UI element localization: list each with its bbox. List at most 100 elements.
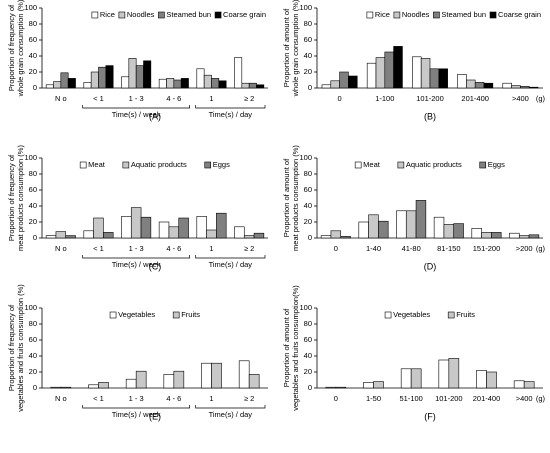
panel: 0 20 40 60 80 100 Proportion of amount of veget… xyxy=(282,285,546,422)
y-axis-label: whole grain consumption (%) xyxy=(291,0,300,97)
legend-label: Noodles xyxy=(127,10,155,19)
group-bracket xyxy=(195,255,266,259)
legend-swatch xyxy=(447,311,455,319)
bar xyxy=(98,382,109,389)
bar xyxy=(320,235,332,239)
bar xyxy=(128,58,137,89)
legend-swatch xyxy=(489,11,497,19)
panel-label: (A) xyxy=(149,111,161,121)
bar xyxy=(438,359,450,389)
bar xyxy=(378,220,389,239)
bar xyxy=(393,46,403,89)
panel-label: (E) xyxy=(149,411,161,421)
bar xyxy=(457,74,467,89)
x-tick-label: ≥ 2 xyxy=(244,394,254,403)
bar xyxy=(474,82,485,89)
x-tick-label: 201-400 xyxy=(461,94,489,103)
bar xyxy=(476,370,487,389)
bar xyxy=(67,78,76,89)
bar xyxy=(513,380,525,389)
legend-swatch xyxy=(397,161,405,169)
legend-swatch xyxy=(354,161,362,169)
bar xyxy=(429,68,440,89)
group-bracket xyxy=(195,105,266,109)
group-bracket xyxy=(82,405,191,409)
y-tick-label: 60 xyxy=(304,335,312,344)
bar xyxy=(453,223,464,239)
x-unit: (g) xyxy=(536,394,546,403)
y-tick-label: 0 xyxy=(308,383,312,392)
bar xyxy=(103,232,114,239)
y-tick-label: 60 xyxy=(29,335,37,344)
group-label: Time(s) / week xyxy=(112,410,161,419)
bar xyxy=(528,86,539,89)
x-tick-label: 1-100 xyxy=(375,94,394,103)
x-tick-label: 4 - 6 xyxy=(166,394,181,403)
y-tick-label: 80 xyxy=(29,169,37,178)
bar xyxy=(45,235,57,239)
bar xyxy=(234,226,245,239)
bar xyxy=(216,212,227,239)
bar xyxy=(140,216,152,239)
legend-label: Vegetables xyxy=(393,310,430,319)
bar xyxy=(433,216,445,239)
bar xyxy=(173,79,182,89)
y-axis-label: Proportion of frequency of xyxy=(7,154,16,241)
x-tick-label: >200 xyxy=(516,244,533,253)
y-axis-label: meat products consumption (%) xyxy=(16,145,25,251)
bar xyxy=(339,71,349,89)
x-unit: (g) xyxy=(536,94,546,103)
legend-label: Coarse grain xyxy=(498,10,541,19)
bar xyxy=(335,386,347,389)
bar xyxy=(65,235,76,239)
panel-label: (F) xyxy=(424,411,436,421)
bar xyxy=(253,232,265,239)
y-axis-label: whole grain consumption (%) xyxy=(16,0,25,97)
x-tick-label: 51-100 xyxy=(399,394,422,403)
y-tick-label: 100 xyxy=(299,3,312,12)
y-tick-label: 80 xyxy=(304,19,312,28)
bar xyxy=(511,85,521,89)
bar xyxy=(121,216,132,239)
x-tick-label: 101-200 xyxy=(435,394,463,403)
y-tick-label: 100 xyxy=(299,153,312,162)
bar xyxy=(366,62,377,89)
bar xyxy=(415,200,427,239)
panel-label: (B) xyxy=(424,111,436,121)
legend-label: Meat xyxy=(88,160,106,169)
x-tick-label: 0 xyxy=(338,94,342,103)
bar xyxy=(448,358,460,389)
x-tick-label: ≥ 2 xyxy=(244,94,254,103)
bar xyxy=(55,231,67,239)
y-tick-label: 40 xyxy=(29,51,37,60)
bar xyxy=(330,230,342,239)
bar xyxy=(238,360,250,389)
bar xyxy=(218,80,227,89)
bar xyxy=(163,374,175,389)
y-tick-label: 60 xyxy=(304,35,312,44)
bar xyxy=(481,232,492,239)
legend: Vegetables Fruits xyxy=(384,310,475,319)
bar xyxy=(509,232,520,239)
bar xyxy=(203,74,212,89)
bar xyxy=(60,72,69,89)
bar xyxy=(125,378,137,389)
panel: 0 20 40 60 80 100 Proportion of frequency of wh… xyxy=(7,0,268,121)
y-tick-label: 60 xyxy=(29,185,37,194)
bar xyxy=(405,210,417,239)
group-bracket xyxy=(195,405,266,409)
bar xyxy=(173,370,185,389)
y-tick-label: 20 xyxy=(29,367,37,376)
bar xyxy=(466,79,476,89)
bar xyxy=(98,66,107,89)
bar xyxy=(330,80,340,89)
bar xyxy=(248,374,260,389)
bar xyxy=(523,381,535,389)
group-label: Time(s) / day xyxy=(209,110,253,119)
legend-label: Fruits xyxy=(181,310,200,319)
legend-swatch xyxy=(204,161,212,169)
group-label: Time(s) / day xyxy=(209,410,253,419)
bar xyxy=(491,232,502,239)
y-tick-label: 0 xyxy=(33,383,37,392)
y-tick-label: 20 xyxy=(304,217,312,226)
